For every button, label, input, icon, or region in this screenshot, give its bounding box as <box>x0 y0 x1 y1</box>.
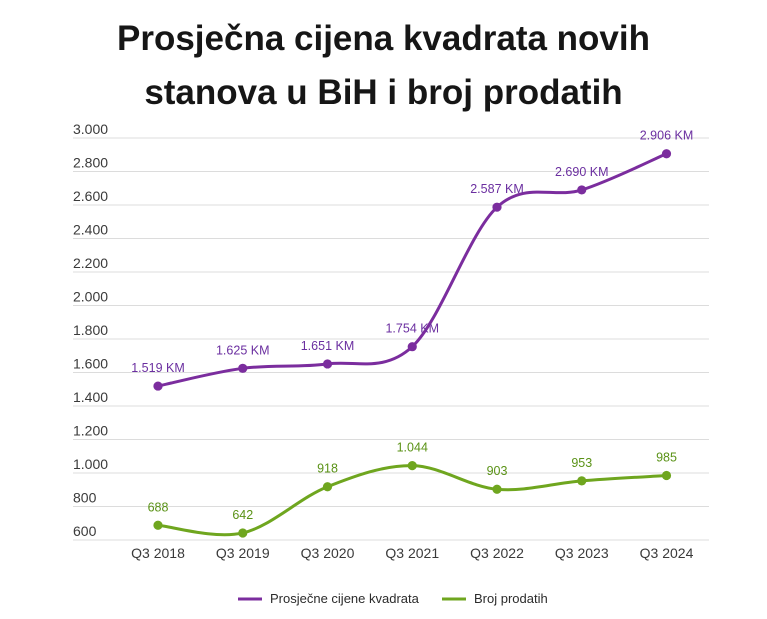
svg-text:3.000: 3.000 <box>73 121 108 137</box>
svg-text:2.000: 2.000 <box>73 289 108 305</box>
svg-text:1.200: 1.200 <box>73 423 108 439</box>
svg-text:1.519 KM: 1.519 KM <box>131 361 185 375</box>
svg-text:918: 918 <box>317 462 338 476</box>
svg-text:1.625 KM: 1.625 KM <box>216 343 270 357</box>
svg-text:800: 800 <box>73 490 97 506</box>
svg-text:2.587 KM: 2.587 KM <box>470 182 524 196</box>
svg-text:688: 688 <box>148 500 169 514</box>
svg-text:2.906 KM: 2.906 KM <box>640 129 694 143</box>
svg-text:1.044: 1.044 <box>397 441 428 455</box>
svg-text:2.200: 2.200 <box>73 255 108 271</box>
svg-text:Prosječne cijene kvadrata: Prosječne cijene kvadrata <box>270 591 420 606</box>
svg-text:1.600: 1.600 <box>73 356 108 372</box>
svg-text:985: 985 <box>656 451 677 465</box>
svg-text:Q3 2023: Q3 2023 <box>555 545 609 561</box>
svg-text:2.690 KM: 2.690 KM <box>555 165 609 179</box>
svg-text:600: 600 <box>73 523 97 539</box>
svg-text:1.400: 1.400 <box>73 389 108 405</box>
svg-text:1.651 KM: 1.651 KM <box>301 339 355 353</box>
svg-text:Q3 2019: Q3 2019 <box>216 545 270 561</box>
svg-text:Q3 2022: Q3 2022 <box>470 545 524 561</box>
svg-text:1.800: 1.800 <box>73 322 108 338</box>
svg-text:Q3 2020: Q3 2020 <box>301 545 355 561</box>
svg-text:Q3 2024: Q3 2024 <box>640 545 694 561</box>
svg-text:1.754 KM: 1.754 KM <box>385 322 439 336</box>
svg-text:953: 953 <box>571 456 592 470</box>
svg-text:642: 642 <box>232 508 253 522</box>
svg-text:Broj prodatih: Broj prodatih <box>474 591 548 606</box>
svg-text:2.600: 2.600 <box>73 188 108 204</box>
svg-text:2.400: 2.400 <box>73 222 108 238</box>
svg-text:2.800: 2.800 <box>73 155 108 171</box>
svg-text:Q3 2021: Q3 2021 <box>385 545 439 561</box>
svg-text:Q3 2018: Q3 2018 <box>131 545 185 561</box>
svg-text:903: 903 <box>487 464 508 478</box>
svg-text:1.000: 1.000 <box>73 456 108 472</box>
